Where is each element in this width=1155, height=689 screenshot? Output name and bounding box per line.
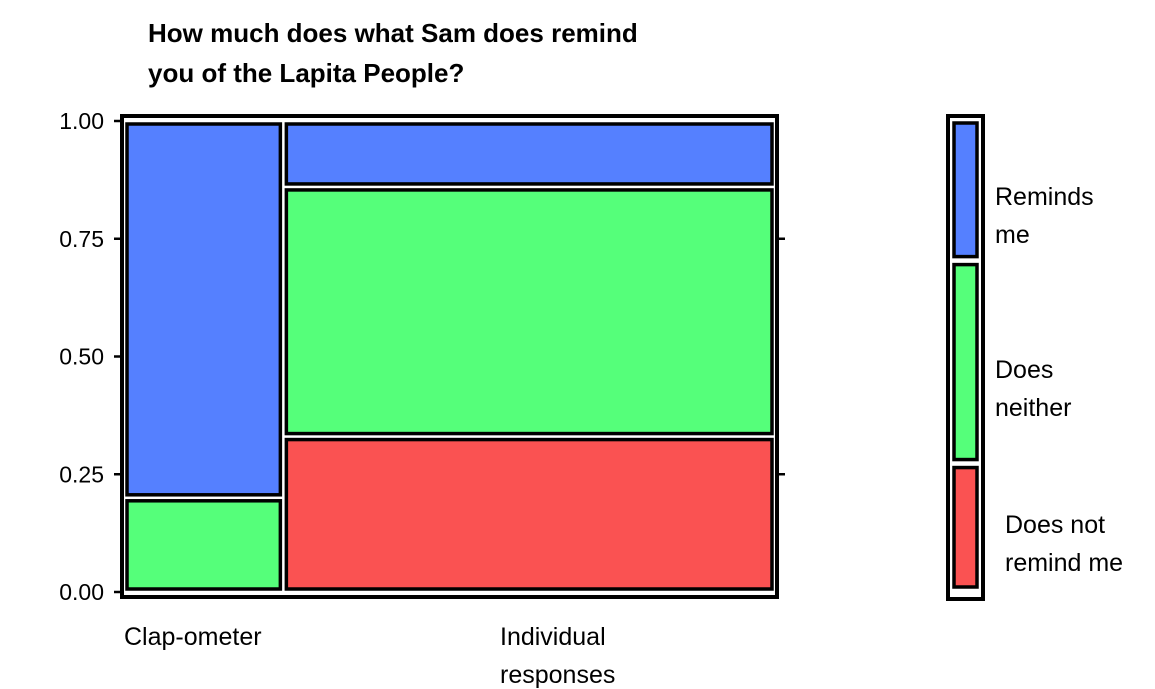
legend-swatch-neither xyxy=(952,262,979,462)
y-tick-label-4: 1.00 xyxy=(59,108,104,134)
y-tick-label-0: 0.00 xyxy=(59,579,104,605)
mosaic-tile-reminds-col-2 xyxy=(284,122,774,186)
chart-title-line-2: you of the Lapita People? xyxy=(148,58,464,88)
category-label-2-line-2: responses xyxy=(500,661,615,689)
x-axis-category-labels: Clap-ometer Individual responses xyxy=(124,623,615,689)
legend-label-not-line-1: Does not xyxy=(1005,511,1105,539)
plot-area xyxy=(120,114,785,599)
chart-title-line-1: How much does what Sam does remind xyxy=(148,18,638,48)
y-tick-label-1: 0.25 xyxy=(59,461,104,487)
category-label-1-line-1: Clap-ometer xyxy=(124,623,262,651)
mosaic-tile-reminds-col-1 xyxy=(125,122,283,497)
mosaic-tile-neither-col-2 xyxy=(284,188,774,436)
legend-swatch-reminds xyxy=(952,121,979,259)
category-label-2-line-1: Individual xyxy=(500,623,606,651)
legend-swatch-not xyxy=(952,465,979,589)
mosaic-tile-not-col-2 xyxy=(284,437,774,591)
legend-label-not-line-2: remind me xyxy=(1005,549,1123,577)
legend-label-reminds-line-2: me xyxy=(995,221,1030,249)
y-tick-label-3: 0.75 xyxy=(59,226,104,252)
legend-label-reminds-line-1: Reminds xyxy=(995,183,1094,211)
legend-label-neither-line-2: neither xyxy=(995,394,1071,422)
legend-label-neither-line-1: Does xyxy=(995,356,1053,384)
legend: Reminds me Does neither Does not remind me xyxy=(946,114,1123,601)
y-tick-label-2: 0.50 xyxy=(59,344,104,370)
mosaic-tile-neither-col-1 xyxy=(125,499,283,591)
y-axis: 0.00 0.25 0.50 0.75 1.00 xyxy=(59,108,122,605)
